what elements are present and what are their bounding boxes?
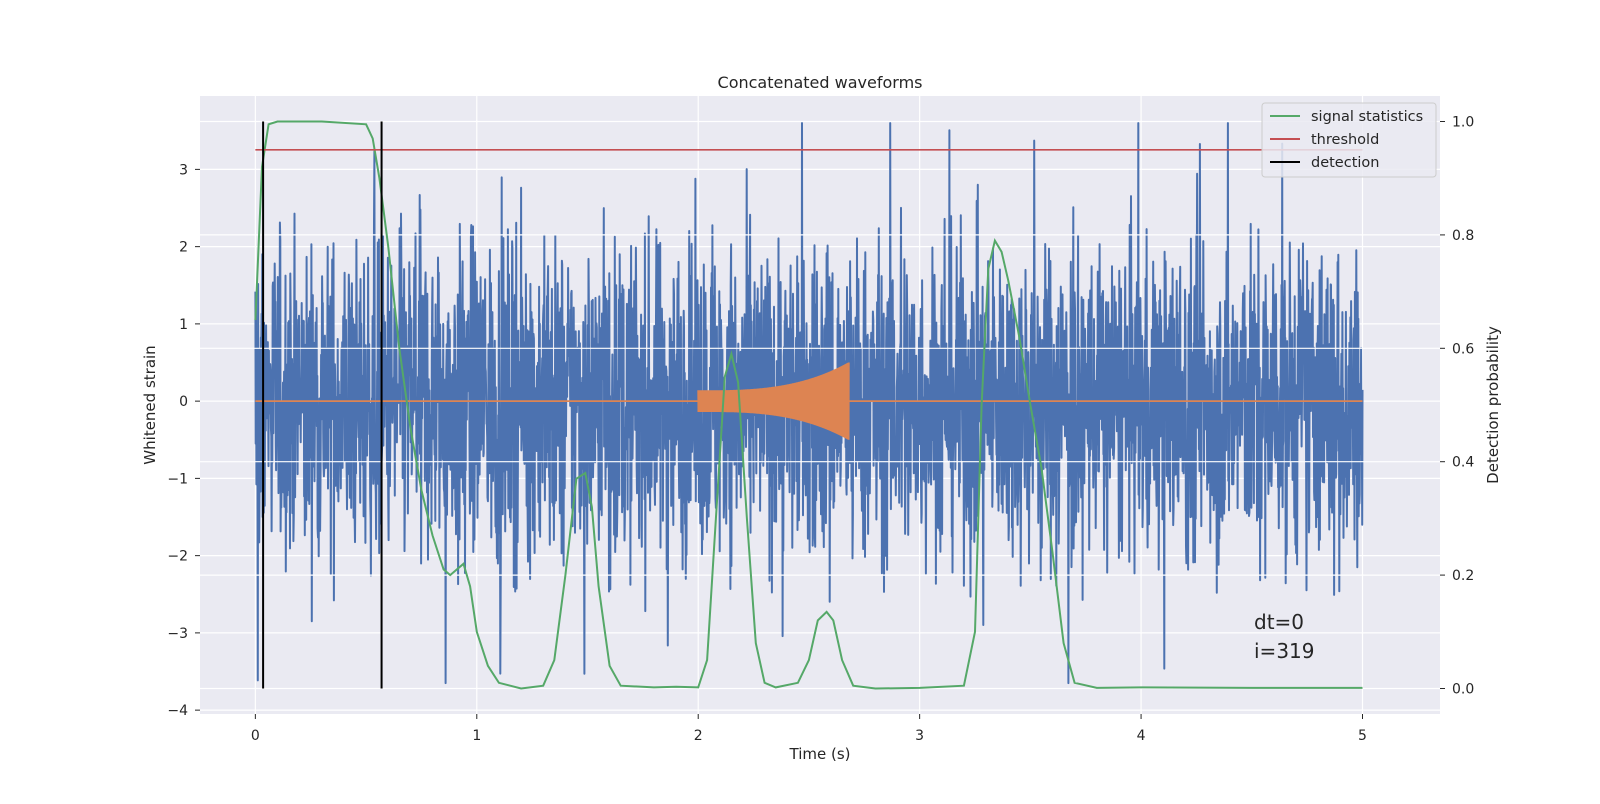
chart-title: Concatenated waveforms: [718, 73, 923, 92]
y2-tick-label: 0.4: [1452, 455, 1474, 471]
y-tick-label: −4: [167, 703, 188, 719]
y-tick-label: 1: [179, 317, 188, 333]
legend: signal statistics threshold detection: [1261, 102, 1437, 178]
y2-tick-label: 0.6: [1452, 341, 1474, 357]
y-tick-label: −2: [167, 549, 188, 565]
x-tick-label: 4: [1137, 728, 1146, 744]
y2-tick-label: 0.2: [1452, 568, 1474, 584]
y-tick-label: −1: [167, 471, 188, 487]
legend-label-detection: detection: [1311, 155, 1379, 171]
y-axis-right: 0.0 0.2 0.4 0.6 0.8 1.0: [1440, 115, 1474, 697]
signal-statistics-series: [254, 120, 1363, 690]
grid-overlay: [200, 120, 1440, 690]
y-tick-label: 3: [179, 162, 188, 178]
detection-series: [262, 121, 383, 689]
y2-tick-label: 1.0: [1452, 115, 1474, 131]
legend-label-signal-statistics: signal statistics: [1311, 109, 1423, 125]
x-tick-label: 5: [1358, 728, 1367, 744]
x-tick-label: 3: [915, 728, 924, 744]
legend-box: [1261, 102, 1437, 178]
y2-tick-label: 0.0: [1452, 681, 1474, 697]
y-tick-label: 2: [179, 240, 188, 256]
annotation-dt: dt=0: [1254, 610, 1304, 634]
y-tick-label: −3: [167, 626, 188, 642]
y-tick-label: 0: [179, 394, 188, 410]
legend-label-threshold: threshold: [1311, 132, 1379, 148]
x-axis: 0 1 2 3 4 5: [251, 714, 1367, 744]
x-tick-label: 0: [251, 728, 260, 744]
x-tick-label: 1: [472, 728, 481, 744]
plot-area: [200, 120, 1440, 690]
annotation-i: i=319: [1254, 639, 1315, 663]
y-axis-left: −4 −3 −2 −1 0 1 2 3: [167, 162, 200, 719]
x-axis-label: Time (s): [789, 745, 851, 763]
y2-tick-label: 0.8: [1452, 228, 1474, 244]
x-tick-label: 2: [694, 728, 703, 744]
y-axis-label: Whitened strain: [141, 345, 159, 464]
y2-axis-label: Detection probability: [1484, 326, 1502, 484]
